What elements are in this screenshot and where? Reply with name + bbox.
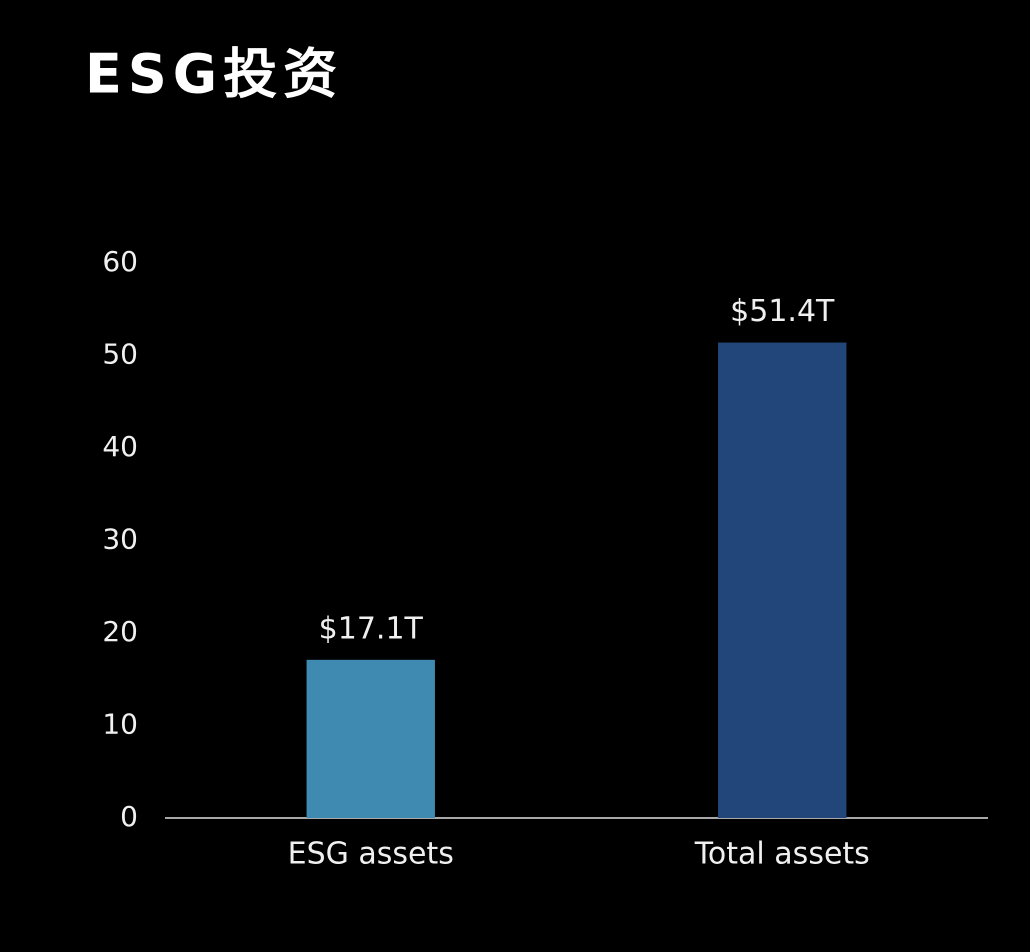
value-label: $17.1T xyxy=(319,611,424,646)
x-tick-label: Total assets xyxy=(694,837,870,872)
value-label: $51.4T xyxy=(730,294,835,329)
y-tick-label: 60 xyxy=(102,245,138,278)
y-tick-label: 0 xyxy=(120,800,138,833)
y-tick-label: 10 xyxy=(102,708,138,741)
x-tick-label: ESG assets xyxy=(288,837,454,872)
chart-title: ESG投资 xyxy=(85,43,343,106)
y-tick-label: 40 xyxy=(102,430,138,463)
bar xyxy=(718,342,847,818)
y-tick-label: 20 xyxy=(102,615,138,648)
bar xyxy=(306,659,435,818)
y-tick-label: 30 xyxy=(102,523,138,556)
y-tick-label: 50 xyxy=(102,338,138,371)
